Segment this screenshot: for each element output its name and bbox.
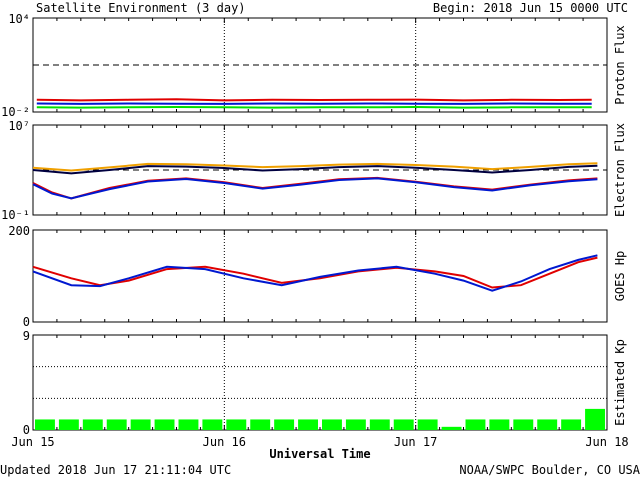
kp-bar xyxy=(489,419,510,430)
kp-bar xyxy=(393,419,414,430)
begin-time: Begin: 2018 Jun 15 0000 UTC xyxy=(432,1,628,15)
kp-bar xyxy=(202,419,223,430)
kp-bar xyxy=(441,426,462,430)
updated-timestamp: Updated 2018 Jun 17 21:11:04 UTC xyxy=(0,463,232,477)
series-line-red xyxy=(36,98,592,102)
x-axis-label: Universal Time xyxy=(269,447,370,461)
kp-bar xyxy=(106,419,127,430)
kp-bar xyxy=(537,419,558,430)
kp-bar xyxy=(561,419,582,430)
kp-bar xyxy=(178,419,199,430)
kp-bar xyxy=(417,419,438,430)
series-line-blue xyxy=(32,177,598,200)
y-tick-label-bottom: 10⁻² xyxy=(1,105,30,119)
x-tick-label: Jun 16 xyxy=(203,435,246,449)
panel-frame xyxy=(32,17,608,113)
y-tick-label-top: 200 xyxy=(8,224,30,238)
kp-bar xyxy=(250,419,271,430)
x-tick-label: Jun 15 xyxy=(11,435,54,449)
kp-bar xyxy=(154,419,175,430)
kp-bar xyxy=(35,419,55,430)
credit: NOAA/SWPC Boulder, CO USA xyxy=(459,463,640,477)
y-axis-label: Estimated Kp xyxy=(613,339,627,426)
kp-bar xyxy=(513,419,534,430)
kp-bar xyxy=(58,419,79,430)
series-line-red xyxy=(32,256,598,289)
kp-bar xyxy=(130,419,151,430)
series-line-orange xyxy=(32,162,598,172)
y-tick-label-top: 9 xyxy=(23,329,30,343)
y-tick-label-top: 10⁷ xyxy=(8,119,30,133)
kp-bar xyxy=(585,408,605,430)
kp-bar xyxy=(322,419,342,430)
y-tick-label-top: 10⁴ xyxy=(8,12,30,26)
x-tick-label: Jun 17 xyxy=(394,435,437,449)
kp-bar xyxy=(226,419,247,430)
y-axis-label: Electron Flux xyxy=(613,123,627,217)
panel-frame xyxy=(32,334,608,431)
y-axis-label: Proton Flux xyxy=(613,25,627,104)
y-tick-label-bottom: 0 xyxy=(23,315,30,329)
y-axis-label: GOES Hp xyxy=(613,251,627,302)
kp-bar xyxy=(274,419,295,430)
kp-bar xyxy=(298,419,318,430)
kp-bar xyxy=(345,419,366,430)
series-line-green xyxy=(36,105,592,109)
y-tick-label-bottom: 0 xyxy=(23,423,30,437)
x-tick-label: Jun 18 xyxy=(585,435,628,449)
chart-title: Satellite Environment (3 day) xyxy=(36,1,246,15)
kp-bar xyxy=(465,419,486,430)
series-line-navy xyxy=(32,164,598,175)
series-line-blue xyxy=(32,254,598,292)
kp-bar xyxy=(369,419,390,430)
y-tick-label-bottom: 10⁻¹ xyxy=(1,208,30,222)
kp-bar xyxy=(82,419,103,430)
